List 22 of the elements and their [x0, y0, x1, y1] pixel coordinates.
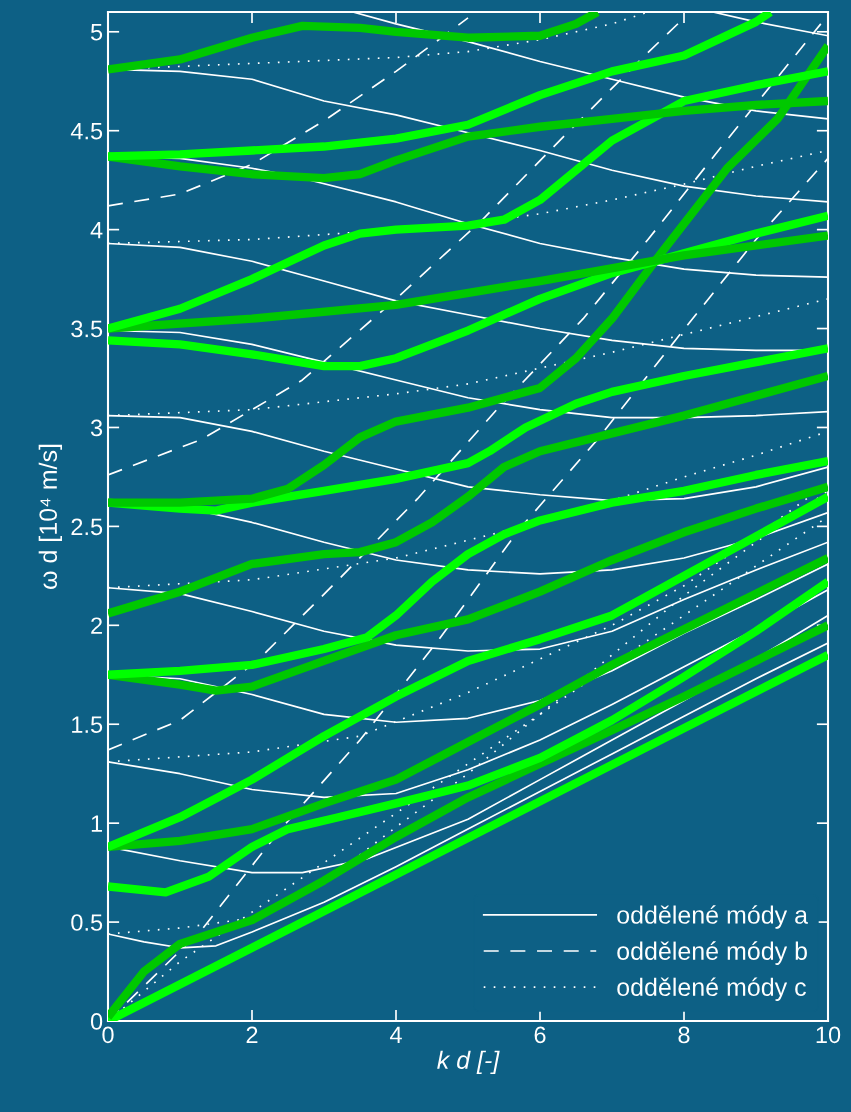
- y-axis-title: ω d [10⁴ m/s]: [38, 444, 62, 589]
- y-tick-label: 2.5: [71, 518, 103, 536]
- y-tick-label: 3.5: [71, 320, 103, 338]
- legend-label: oddělené módy c: [617, 977, 806, 1001]
- x-tick-label: 0: [102, 1026, 114, 1044]
- y-tick-label: 5: [90, 24, 103, 41]
- x-axis-title: k d [-]: [437, 1050, 500, 1074]
- x-tick-label: 8: [678, 1026, 690, 1044]
- legend-label: oddělené módy b: [617, 941, 807, 965]
- y-tick-label: 4: [90, 221, 103, 239]
- y-tick-label: 1: [91, 815, 102, 832]
- y-tick-label: 4.5: [70, 123, 103, 140]
- y-tick-label: 1.5: [72, 716, 103, 734]
- y-tick-label: 0.5: [71, 914, 103, 931]
- x-tick-label: 10: [816, 1026, 841, 1044]
- y-tick-label: 2: [91, 617, 102, 634]
- x-tick-label: 6: [534, 1026, 546, 1044]
- legend-label: oddělené módy a: [617, 905, 809, 929]
- y-tick-label: 0: [90, 1013, 103, 1030]
- x-tick-label: 4: [389, 1026, 402, 1043]
- x-tick-label: 2: [246, 1026, 258, 1043]
- y-tick-label: 3: [90, 419, 103, 437]
